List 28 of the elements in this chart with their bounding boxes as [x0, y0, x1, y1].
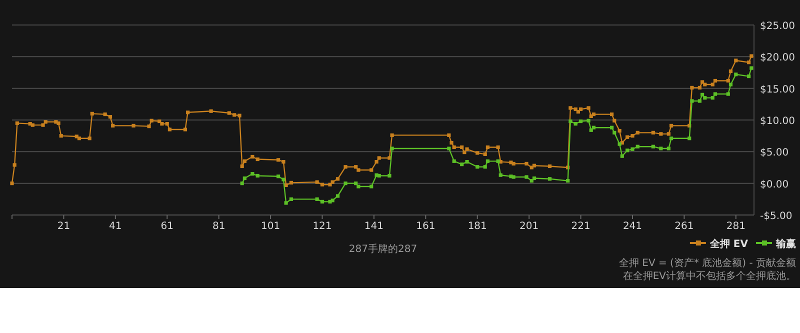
x-tick-label: 61: [160, 221, 174, 232]
x-tick-label: 121: [312, 221, 332, 232]
x-tick-label: 21: [57, 221, 70, 232]
x-tick-label: 261: [674, 221, 694, 232]
x-tick-label: 241: [622, 221, 642, 232]
legend-label: 全押 EV: [708, 238, 748, 250]
x-tick-label: 41: [109, 221, 122, 232]
y-tick-label: $15.00: [760, 84, 795, 96]
x-tick-label: 161: [416, 221, 436, 232]
legend-item: 输赢: [756, 239, 796, 250]
y-tick-label: $0.00: [760, 179, 789, 190]
x-tick-label: 281: [726, 221, 746, 232]
y-tick-label: $25.00: [760, 21, 795, 32]
x-tick-label: 181: [468, 221, 487, 232]
text: 在全押EV计算中不包括多个全押底池。: [622, 270, 796, 282]
text: 全押 EV = (资产* 底池金额) - 贡献金额: [618, 257, 796, 269]
y-tick-label: $5.00: [760, 148, 789, 159]
x-tick-label: 221: [571, 221, 590, 232]
x-axis-title: 287手牌的287: [348, 243, 418, 255]
x-tick-label: 101: [260, 221, 280, 232]
y-tick-label: $20.00: [760, 52, 795, 64]
y-tick-label: -$5.00: [760, 211, 792, 222]
x-tick-label: 201: [520, 221, 539, 232]
x-tick-label: 141: [364, 221, 384, 232]
legend-item: 全押 EV: [690, 239, 748, 250]
legend-label: 输赢: [775, 238, 796, 250]
y-tick-label: $10.00: [760, 116, 795, 127]
x-tick-label: 81: [212, 221, 226, 232]
